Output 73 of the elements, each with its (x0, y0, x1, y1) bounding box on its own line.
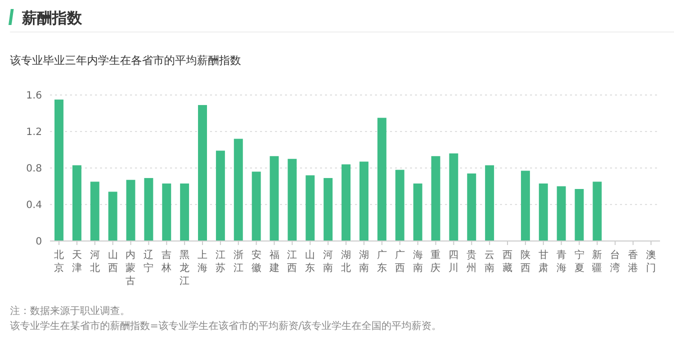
y-tick-label: 0.4 (26, 200, 42, 211)
bar (216, 150, 225, 241)
x-tick-label: 青海 (556, 249, 566, 274)
bar (234, 138, 243, 241)
bar (252, 172, 261, 241)
bar (485, 165, 494, 241)
y-tick-label: 1.6 (26, 90, 42, 102)
x-tick-label: 宁夏 (574, 249, 584, 274)
x-tick-label: 陕西 (520, 249, 530, 274)
x-tick-label: 重庆 (430, 249, 441, 274)
bar (377, 118, 386, 241)
bar (288, 158, 297, 241)
y-tick-label: 0.8 (26, 164, 42, 174)
bar (54, 100, 64, 241)
bar (538, 184, 548, 241)
bar (144, 178, 154, 241)
x-tick-label: 澳门 (646, 249, 656, 274)
bar (270, 156, 279, 241)
x-tick-label: 河北 (90, 249, 100, 274)
x-tick-label: 甘肃 (538, 249, 548, 274)
bar (574, 188, 584, 241)
x-tick-label: 台湾 (610, 249, 620, 274)
bar (359, 162, 368, 241)
bar (395, 170, 404, 241)
x-tick-label: 福建 (268, 249, 280, 274)
x-tick-label: 四川 (448, 250, 459, 274)
bar (467, 173, 476, 241)
x-tick-label: 辽宁 (144, 249, 154, 274)
bar (342, 164, 351, 241)
x-tick-label: 西藏 (502, 250, 512, 274)
x-tick-label: 江西 (287, 249, 298, 274)
bar (413, 184, 422, 241)
x-tick-label: 新疆 (592, 249, 602, 274)
x-tick-label: 山东 (305, 249, 316, 274)
chart-subtitle: 该专业毕业三年内学生在各省市的平均薪酬指数 (10, 54, 241, 67)
x-tick-label: 广西 (394, 249, 405, 274)
x-tick-label: 内蒙古 (126, 249, 136, 287)
x-tick-label: 浙江 (233, 249, 244, 274)
bar (180, 184, 190, 241)
x-tick-label: 山西 (108, 249, 118, 274)
bar (324, 178, 333, 241)
x-tick-label: 湖南 (358, 249, 369, 274)
bar (90, 182, 100, 241)
bar (126, 180, 136, 241)
x-tick-label: 广东 (376, 249, 387, 274)
bar (72, 165, 82, 241)
y-tick-label: 1.2 (26, 127, 42, 138)
text: 注：数据来源于职业调查。 (10, 305, 130, 317)
x-tick-label: 安徽 (251, 249, 262, 274)
bar (198, 105, 207, 241)
bar (108, 192, 118, 241)
bar (520, 170, 530, 241)
bar (431, 156, 440, 241)
x-tick-label: 海南 (412, 249, 423, 274)
bar (449, 153, 458, 241)
chart-title: 薪酬指数 (21, 9, 83, 27)
x-tick-label: 香港 (628, 249, 638, 274)
bar (306, 175, 315, 241)
x-tick-label: 北京 (54, 249, 64, 274)
x-tick-label: 上海 (198, 249, 208, 274)
x-tick-label: 河南 (323, 249, 334, 274)
bar (556, 186, 566, 241)
x-tick-label: 吉林 (160, 249, 172, 274)
bar (162, 184, 172, 241)
x-tick-label: 湖北 (341, 249, 352, 274)
x-tick-label: 云南 (484, 250, 495, 274)
x-tick-label: 贵州 (466, 249, 477, 274)
text: 该专业学生在某省市的薪酬指数=该专业学生在该省市的平均薪资/该专业学生在全国的平均薪资。 (10, 320, 442, 332)
bar (592, 182, 602, 241)
x-tick-label: 江苏 (215, 249, 226, 274)
x-tick-label: 黑龙江 (180, 250, 190, 287)
y-tick-label: 0 (36, 236, 42, 248)
x-tick-label: 天津 (72, 250, 82, 274)
